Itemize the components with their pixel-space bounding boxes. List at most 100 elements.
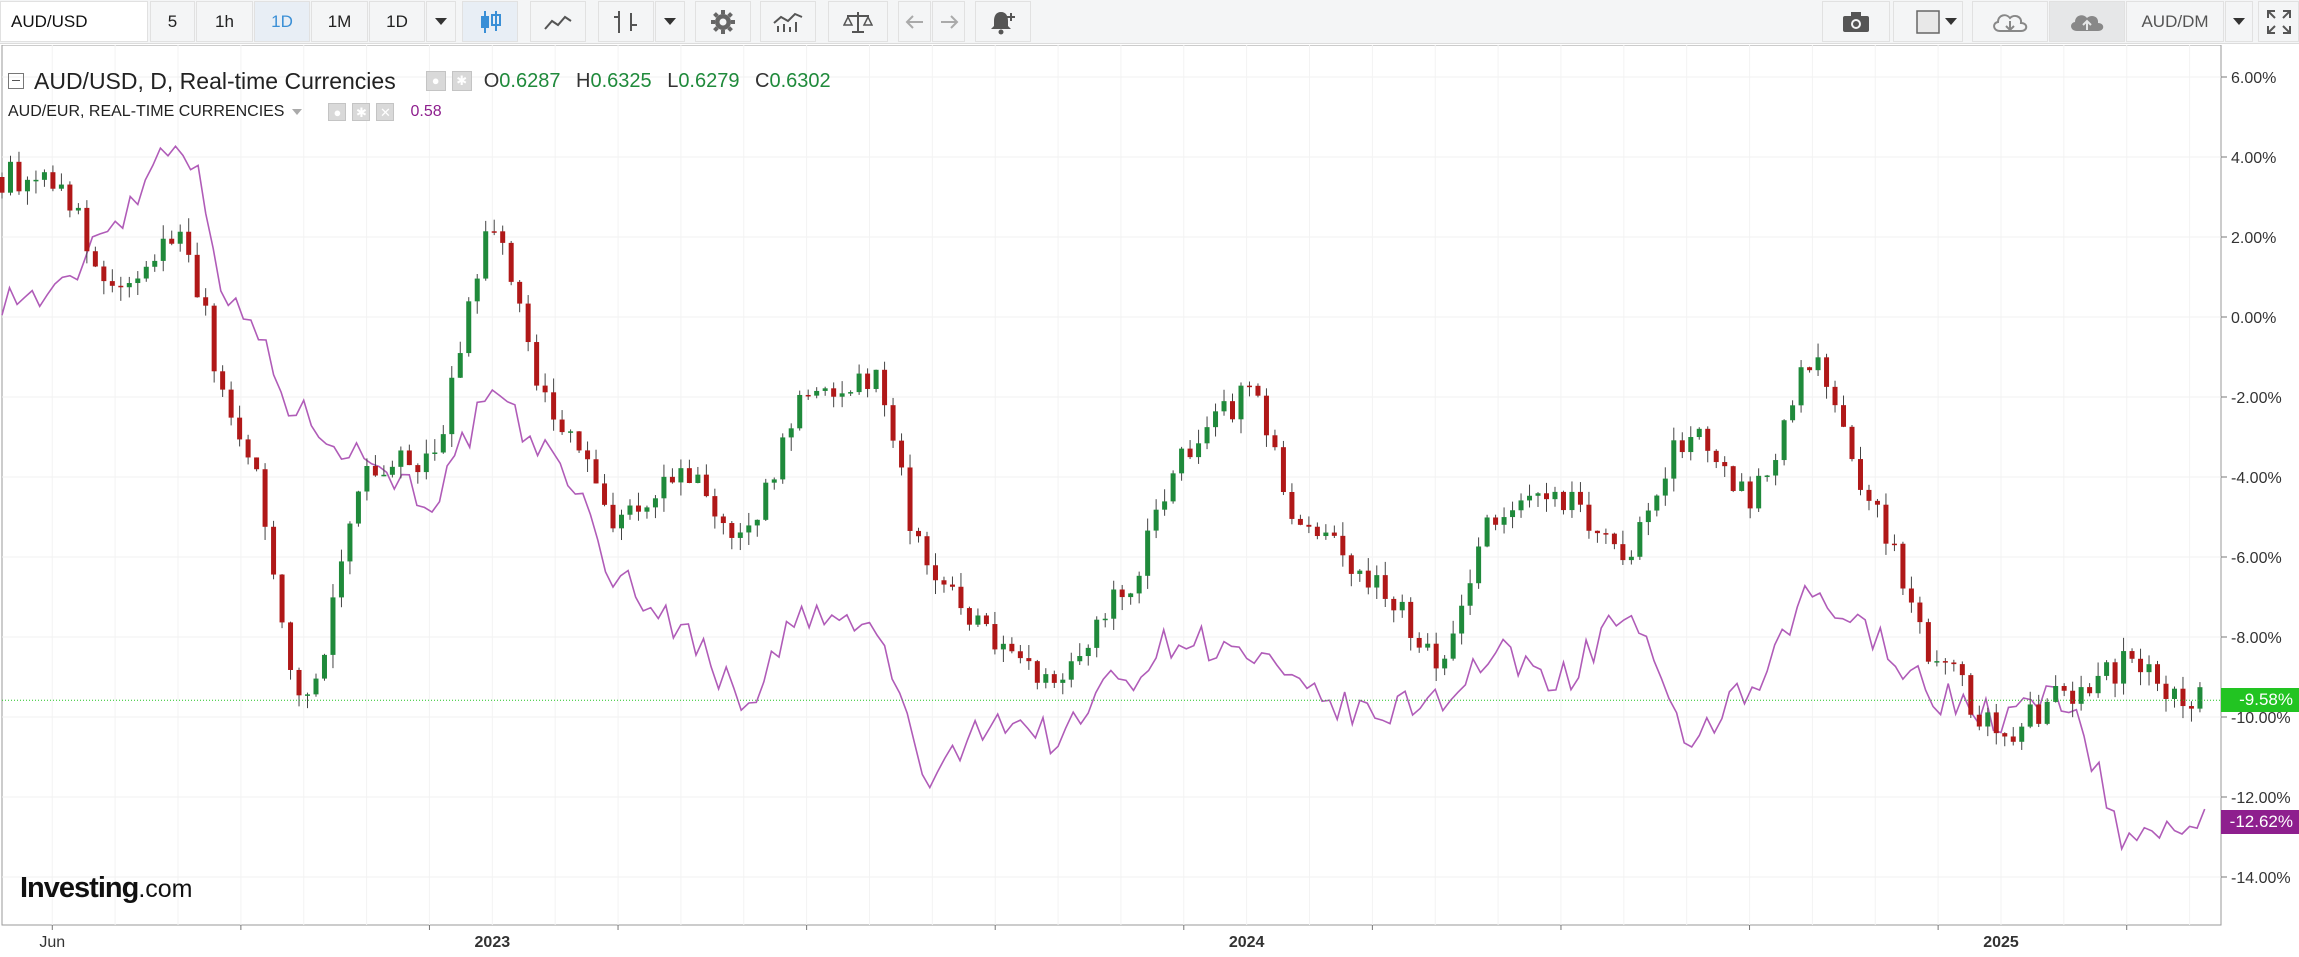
- candle-body: [1925, 622, 1931, 662]
- candle-body: [1102, 618, 1108, 621]
- candle-body: [1145, 530, 1151, 576]
- candle-body: [33, 179, 39, 182]
- fullscreen-button[interactable]: [2258, 1, 2299, 42]
- candle-body: [1866, 489, 1872, 501]
- layout-button[interactable]: [1893, 1, 1963, 42]
- line-chart-button[interactable]: [530, 1, 586, 42]
- settings-button[interactable]: [695, 1, 751, 42]
- candle-body: [1620, 544, 1626, 561]
- y-tick-label: 6.00%: [2231, 70, 2276, 87]
- candle-body: [1476, 546, 1482, 584]
- y-tick-label: -8.00%: [2231, 630, 2282, 647]
- interval-1m-button[interactable]: 1M: [311, 1, 368, 42]
- eye-icon[interactable]: ●: [425, 71, 446, 91]
- candle-body: [2036, 704, 2042, 724]
- close-icon[interactable]: ✕: [376, 103, 395, 121]
- candle-body: [483, 231, 489, 279]
- symbol-search-input[interactable]: AUD/USD: [0, 1, 148, 42]
- candle-body: [305, 694, 311, 696]
- compare-symbol-button[interactable]: AUD/DM: [2126, 1, 2224, 42]
- candle-body: [1034, 661, 1040, 683]
- alert-button[interactable]: [975, 1, 1031, 42]
- candle-body: [398, 450, 404, 467]
- candle-body: [1416, 637, 1422, 648]
- candle-body: [1773, 460, 1779, 476]
- candlestick-icon: [481, 10, 501, 33]
- candle-body: [1263, 395, 1269, 436]
- low-key: L: [667, 69, 679, 92]
- interval-1d-button[interactable]: 1D: [254, 1, 310, 42]
- compare-button[interactable]: [828, 1, 888, 42]
- undo-button[interactable]: [898, 1, 931, 42]
- candle-body: [1017, 651, 1023, 659]
- candle-body: [839, 393, 845, 397]
- bars-button[interactable]: [598, 1, 654, 42]
- candle-body: [568, 431, 574, 433]
- candle-body: [1246, 385, 1252, 388]
- candle-body: [686, 468, 692, 483]
- candle-body: [1348, 555, 1354, 574]
- candle-body: [1552, 491, 1558, 500]
- gear-icon[interactable]: ✱: [451, 71, 472, 91]
- layout-dropdown-button[interactable]: [1938, 1, 1963, 42]
- candle-body: [1807, 367, 1813, 371]
- candle-body: [1688, 437, 1694, 453]
- interval-label: 1h: [215, 11, 234, 31]
- main-series-legend: AUD/USD, D, Real-time Currencies ● ✱ O0.…: [8, 68, 841, 94]
- candle-body: [101, 266, 107, 282]
- candle-body: [211, 305, 217, 372]
- candle-body: [381, 474, 387, 477]
- candle-body: [296, 669, 302, 696]
- candle-body: [1790, 405, 1796, 421]
- gear-icon: [711, 9, 735, 34]
- candle-body: [593, 459, 599, 484]
- interval-dropdown-button[interactable]: [426, 1, 456, 42]
- candle-body: [975, 615, 981, 625]
- candle-body: [1484, 517, 1490, 547]
- fullscreen-icon: [2266, 9, 2291, 34]
- chevron-down-icon[interactable]: [292, 109, 303, 115]
- interval-5-button[interactable]: 5: [150, 1, 195, 42]
- candle-body: [1951, 662, 1957, 665]
- candle-body: [1026, 658, 1032, 662]
- price-chart[interactable]: 6.00% 4.00% 2.00% 0.00% -2.00% -4.00% -6.00% -8…: [0, 45, 2299, 957]
- candle-body: [1747, 481, 1753, 509]
- candle-body: [1408, 601, 1414, 638]
- candle-body: [890, 405, 896, 441]
- collapse-legend-icon[interactable]: [8, 73, 24, 89]
- candle-body: [2188, 706, 2194, 709]
- candle-body: [916, 530, 922, 537]
- candle-body: [75, 207, 81, 211]
- candle-body: [534, 342, 540, 386]
- candle-body: [1365, 570, 1371, 588]
- candle-body: [661, 476, 667, 499]
- screenshot-button[interactable]: [1822, 1, 1890, 42]
- redo-button[interactable]: [932, 1, 965, 42]
- candles-button[interactable]: [462, 1, 518, 42]
- eye-icon[interactable]: ●: [328, 103, 347, 121]
- compare-dropdown-button[interactable]: [2225, 1, 2253, 42]
- candle-body: [1357, 570, 1363, 574]
- candle-body: [559, 419, 565, 433]
- candle-body: [1382, 575, 1388, 599]
- candle-body: [1764, 475, 1770, 478]
- candle-body: [1433, 643, 1439, 669]
- x-tick-label: 2023: [475, 934, 511, 951]
- candle-body: [1637, 522, 1643, 557]
- save-layout-button[interactable]: [2049, 1, 2125, 42]
- chart-type-dropdown-button[interactable]: [655, 1, 685, 42]
- candle-body: [169, 238, 175, 244]
- open-key: O: [483, 69, 500, 92]
- candle-body: [1586, 504, 1592, 531]
- indicators-button[interactable]: [760, 1, 816, 42]
- candle-body: [1934, 661, 1940, 663]
- chart-area[interactable]: 6.00% 4.00% 2.00% 0.00% -2.00% -4.00% -6.00% -8…: [0, 45, 2299, 957]
- interval-1h-button[interactable]: 1h: [196, 1, 253, 42]
- candle-body: [288, 622, 294, 670]
- interval-custom-button[interactable]: 1D: [369, 1, 425, 42]
- candle-body: [602, 483, 608, 505]
- candle-body: [1425, 643, 1431, 648]
- gear-icon[interactable]: ✱: [352, 103, 371, 121]
- load-layout-button[interactable]: [1972, 1, 2048, 42]
- candle-body: [678, 468, 684, 483]
